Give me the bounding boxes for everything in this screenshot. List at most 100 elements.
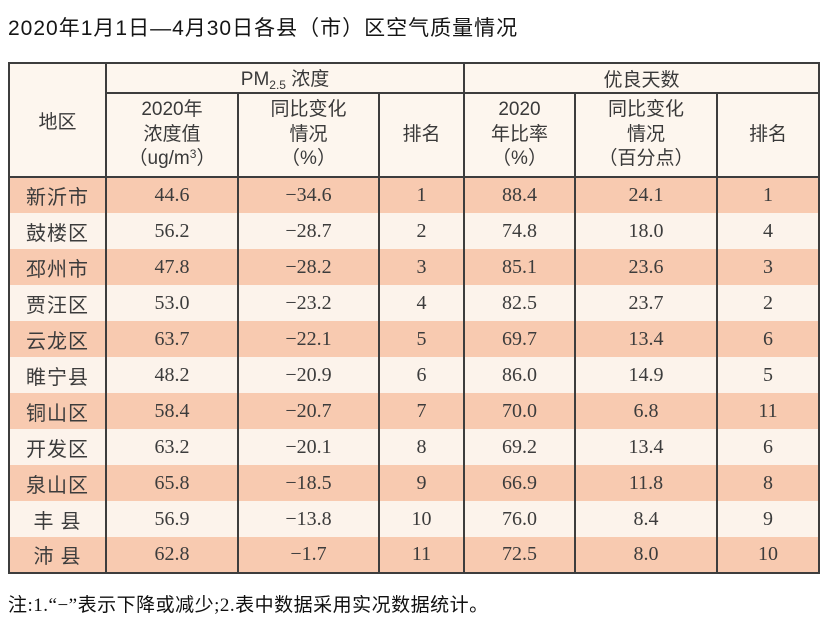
cell-pm-change: −34.6 [237,177,379,213]
cell-pm-rank: 9 [378,465,464,501]
table-row: 沛 县 62.8 −1.7 11 72.5 8.0 10 [8,537,820,573]
cell-pm-value: 48.2 [105,357,238,393]
good-rate-line2: 年比率 [490,123,548,145]
cell-good-rank: 1 [715,177,820,213]
cell-good-rank: 6 [715,321,820,357]
pm-value-unit-close: ） [196,148,216,170]
table-row: 新沂市 44.6 −34.6 1 88.4 24.1 1 [8,177,820,213]
column-header-good-rank: 排名 [715,93,820,178]
column-header-pm-value: 2020年 浓度值 （ug/m3） [105,93,238,178]
table-header: 地区 PM2.5 浓度 优良天数 2020年 浓度值 （ug/m3） 同比变化 … [8,63,820,178]
cell-pm-value: 47.8 [105,249,238,285]
cell-good-change: 6.8 [574,393,717,429]
cell-pm-value: 44.6 [105,177,238,213]
cell-good-change: 18.0 [574,213,717,249]
cell-good-rate: 76.0 [463,501,575,537]
pm-value-line2: 浓度值 [143,123,201,145]
cell-pm-value: 65.8 [105,465,238,501]
cell-good-rate: 88.4 [463,177,575,213]
table-row: 丰 县 56.9 −13.8 10 76.0 8.4 9 [8,501,820,537]
cell-good-rate: 69.7 [463,321,575,357]
header-sub-row: 2020年 浓度值 （ug/m3） 同比变化 情况 （%） 排名 2020 年比… [9,93,820,178]
cell-pm-change: −20.9 [237,357,379,393]
cell-good-rank: 3 [715,249,820,285]
column-header-pm-change: 同比变化 情况 （%） [237,93,379,178]
cell-good-change: 23.7 [574,285,717,321]
cell-good-change: 24.1 [574,177,717,213]
cell-pm-change: −22.1 [237,321,379,357]
table-row: 睢宁县 48.2 −20.9 6 86.0 14.9 5 [8,357,820,393]
cell-good-rate: 85.1 [463,249,575,285]
column-header-pm-rank: 排名 [378,93,464,178]
footnote: 注:1.“−”表示下降或减少;2.表中数据采用实况数据统计。 [8,595,489,616]
cell-pm-rank: 5 [378,321,464,357]
pm25-base: PM [240,69,270,90]
good-rate-line1: 2020 [498,98,541,120]
pm-value-unit-sup: 3 [189,147,197,162]
cell-good-rate: 74.8 [463,213,575,249]
table-row: 铜山区 58.4 −20.7 7 70.0 6.8 11 [8,393,820,429]
cell-good-rate: 86.0 [463,357,575,393]
cell-pm-change: −23.2 [237,285,379,321]
cell-good-rank: 8 [715,465,820,501]
pm-change-line2: 情况 [289,123,328,145]
table-row: 贾汪区 53.0 −23.2 4 82.5 23.7 2 [8,285,820,321]
cell-good-rank: 5 [715,357,820,393]
column-header-region: 地区 [8,63,106,178]
cell-pm-rank: 2 [378,213,464,249]
cell-pm-value: 63.7 [105,321,238,357]
pm25-rest: 浓度 [285,69,330,90]
good-rate-line3: （%） [492,148,547,170]
cell-good-change: 13.4 [574,429,717,465]
page-title: 2020年1月1日—4月30日各县（市）区空气质量情况 [8,17,519,40]
cell-pm-change: −28.7 [237,213,379,249]
cell-region: 邳州市 [8,249,106,285]
cell-pm-value: 53.0 [105,285,238,321]
pm25-subscript: 2.5 [269,78,286,92]
cell-good-rank: 11 [715,393,820,429]
pm-value-unit: （ug/m [128,148,190,170]
table-row: 开发区 63.2 −20.1 8 69.2 13.4 6 [8,429,820,465]
good-change-line2: 情况 [626,123,665,145]
cell-pm-rank: 11 [378,537,464,573]
cell-region: 铜山区 [8,393,106,429]
table-row: 邳州市 47.8 −28.2 3 85.1 23.6 3 [8,249,820,285]
cell-pm-rank: 7 [378,393,464,429]
cell-pm-change: −1.7 [237,537,379,573]
column-header-good-change: 同比变化 情况 （百分点） [574,93,717,178]
group-header-pm25: PM2.5 浓度 [105,63,464,94]
cell-pm-rank: 4 [378,285,464,321]
cell-pm-rank: 3 [378,249,464,285]
cell-pm-rank: 8 [378,429,464,465]
cell-pm-rank: 1 [378,177,464,213]
cell-region: 沛 县 [8,537,106,573]
cell-good-rate: 82.5 [463,285,575,321]
cell-region: 泉山区 [8,465,106,501]
cell-good-rate: 66.9 [463,465,575,501]
cell-pm-change: −20.1 [237,429,379,465]
cell-pm-change: −18.5 [237,465,379,501]
cell-good-change: 11.8 [574,465,717,501]
cell-pm-value: 56.2 [105,213,238,249]
cell-region: 新沂市 [8,177,106,213]
header-group-row: 地区 PM2.5 浓度 优良天数 [8,63,820,178]
pm-change-line1: 同比变化 [270,98,347,120]
cell-good-rank: 9 [715,501,820,537]
cell-pm-value: 63.2 [105,429,238,465]
pm-change-line3: （%） [281,148,336,170]
cell-pm-rank: 6 [378,357,464,393]
cell-good-change: 13.4 [574,321,717,357]
cell-good-rank: 4 [715,213,820,249]
cell-good-rank: 10 [715,537,820,573]
cell-region: 睢宁县 [8,357,106,393]
cell-region: 云龙区 [8,321,106,357]
cell-good-rate: 72.5 [463,537,575,573]
good-change-line3: （百分点） [598,148,694,170]
table-row: 云龙区 63.7 −22.1 5 69.7 13.4 6 [8,321,820,357]
table-row: 泉山区 65.8 −18.5 9 66.9 11.8 8 [8,465,820,501]
cell-good-change: 14.9 [574,357,717,393]
pm-value-line1: 2020年 [141,98,203,120]
cell-pm-value: 56.9 [105,501,238,537]
cell-pm-rank: 10 [378,501,464,537]
